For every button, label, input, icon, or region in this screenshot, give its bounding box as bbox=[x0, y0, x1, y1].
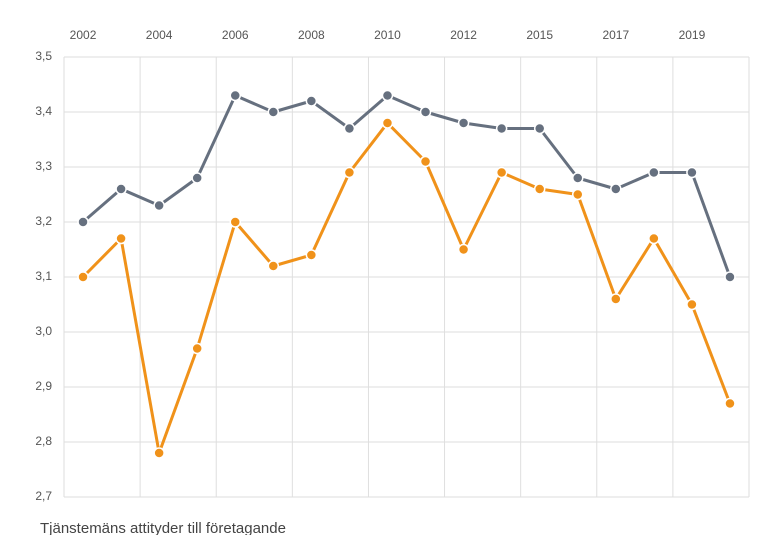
point bbox=[305, 249, 318, 261]
point bbox=[495, 122, 508, 135]
x-tick-label: 2015 bbox=[526, 28, 553, 42]
point bbox=[343, 122, 356, 135]
point bbox=[533, 122, 546, 135]
point bbox=[686, 298, 698, 311]
point bbox=[724, 271, 736, 283]
point bbox=[343, 166, 356, 179]
point bbox=[305, 95, 318, 107]
point bbox=[724, 397, 736, 410]
y-tick-label: 2,9 bbox=[35, 379, 52, 393]
y-tick-label: 3,0 bbox=[35, 324, 52, 338]
point bbox=[153, 447, 165, 459]
point bbox=[267, 106, 280, 118]
point bbox=[115, 232, 127, 245]
point bbox=[572, 188, 584, 201]
y-tick-label: 2,7 bbox=[35, 489, 52, 503]
point bbox=[457, 117, 470, 129]
series-line bbox=[82, 94, 732, 278]
x-tick-label: 2017 bbox=[602, 28, 629, 42]
point bbox=[648, 166, 660, 179]
point bbox=[153, 199, 165, 212]
x-tick-label: 2010 bbox=[374, 28, 401, 42]
y-tick-label: 2,8 bbox=[35, 434, 52, 448]
x-tick-label: 2012 bbox=[450, 28, 477, 42]
point bbox=[77, 216, 89, 228]
point bbox=[533, 183, 546, 195]
point bbox=[610, 183, 622, 195]
caption: Tjänstemäns attityder till företagande bbox=[40, 520, 286, 535]
point bbox=[457, 243, 470, 256]
y-tick-label: 3,3 bbox=[35, 159, 52, 173]
y-tick-label: 3,2 bbox=[35, 214, 52, 228]
point bbox=[191, 342, 203, 355]
x-tick-label: 2008 bbox=[298, 28, 325, 42]
y-tick-label: 3,1 bbox=[35, 269, 52, 283]
point bbox=[77, 271, 89, 283]
point bbox=[686, 166, 698, 179]
point bbox=[381, 89, 394, 102]
point bbox=[229, 216, 241, 228]
point bbox=[191, 172, 203, 184]
y-tick-label: 3,5 bbox=[35, 49, 52, 63]
x-tick-label: 2002 bbox=[70, 28, 97, 42]
point bbox=[610, 293, 622, 305]
point bbox=[648, 232, 660, 245]
x-tick-label: 2004 bbox=[146, 28, 173, 42]
point bbox=[419, 106, 432, 118]
point bbox=[495, 166, 508, 179]
point bbox=[115, 183, 127, 195]
point bbox=[419, 155, 432, 168]
x-tick-label: 2019 bbox=[679, 28, 706, 42]
y-tick-label: 3,4 bbox=[35, 104, 52, 118]
point bbox=[572, 172, 584, 184]
point bbox=[381, 117, 394, 129]
point bbox=[229, 89, 241, 102]
series-line bbox=[81, 121, 732, 455]
point bbox=[267, 260, 280, 272]
x-tick-label: 2006 bbox=[222, 28, 249, 42]
